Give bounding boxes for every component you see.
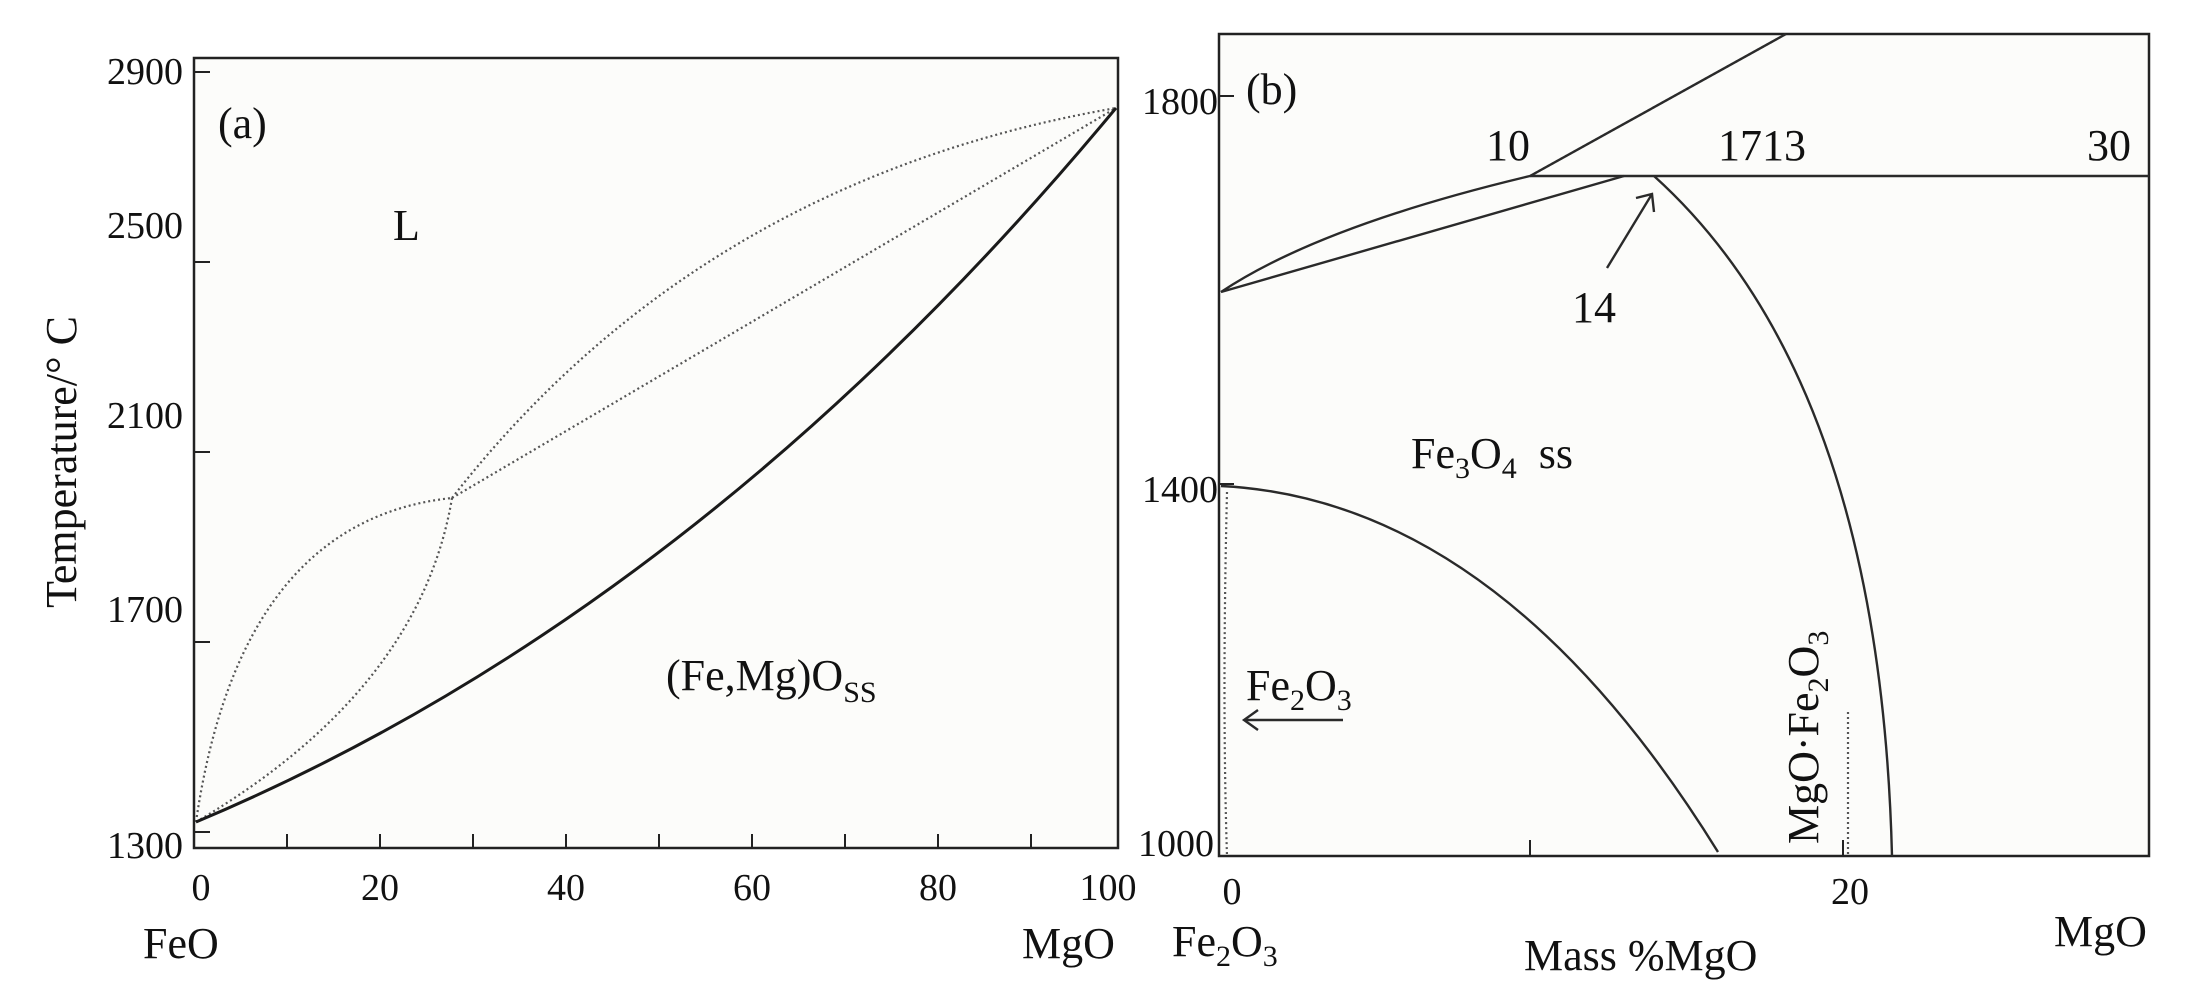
panel-a-solidus-curve bbox=[195, 107, 1118, 824]
panel-a-frame bbox=[192, 56, 1120, 850]
panel-b-y-tick-1800: 1800 bbox=[1142, 81, 1218, 123]
panel-b-solidus-line bbox=[1220, 174, 1625, 294]
panel-b-arrow-14 bbox=[1605, 193, 1654, 269]
panel-a-x-tick-20: 20 bbox=[361, 867, 399, 909]
panel-a-x-tick-80: 80 bbox=[919, 867, 957, 909]
panel-b-x-tick-marks bbox=[1529, 840, 1844, 856]
panel-b-hematite-boundary-curve bbox=[1220, 484, 1720, 853]
panel-b-arrow-14-head bbox=[1635, 192, 1656, 213]
panel-a-y-tick-1700: 1700 bbox=[107, 589, 183, 631]
panel-b-y-tick-1400: 1400 bbox=[1142, 469, 1218, 511]
panel-a-region-solid-subscript: SS bbox=[843, 676, 876, 709]
panel-b-annotation-14: 14 bbox=[1572, 283, 1616, 332]
panel-b-label: (b) bbox=[1246, 65, 1297, 114]
panel-a-y-axis-title: Temperature/° C bbox=[37, 316, 86, 608]
panel-a-y-tick-2900: 2900 bbox=[107, 51, 183, 93]
panel-a-x-end-mgo: MgO bbox=[1022, 919, 1115, 968]
panel-b-x-tick-20: 20 bbox=[1831, 871, 1869, 913]
panel-b-x-tick-0: 0 bbox=[1223, 871, 1242, 913]
panel-b-annotation-10: 10 bbox=[1486, 121, 1530, 170]
panel-a-x-tick-100: 100 bbox=[1080, 867, 1137, 909]
panel-b-frame bbox=[1217, 32, 2151, 858]
panel-b-x-end-mgo: MgO bbox=[2054, 907, 2147, 956]
panel-a-x-tick-40: 40 bbox=[547, 867, 585, 909]
panel-a-region-liquid: L bbox=[393, 201, 420, 250]
panel-b-region-magnesioferrite: MgO·Fe2O3 bbox=[1779, 631, 1835, 844]
panel-b-region-fe2o3: Fe2O3 bbox=[1246, 661, 1352, 717]
panel-b-liquidus-line bbox=[1220, 32, 1787, 293]
panel-a: (a) L (Fe,Mg)OSS 2900 2500 2100 1700 130… bbox=[37, 51, 1137, 968]
panel-b-arrow-fe2o3-head bbox=[1241, 709, 1259, 731]
panel-a-y-tick-2500: 2500 bbox=[107, 205, 183, 247]
panel-a-x-end-feo: FeO bbox=[143, 919, 219, 968]
panel-a-straight-dotted-line bbox=[451, 107, 1117, 499]
panel-b-annotation-30: 30 bbox=[2087, 121, 2131, 170]
panel-a-x-tick-0: 0 bbox=[192, 867, 211, 909]
panel-a-x-tick-60: 60 bbox=[733, 867, 771, 909]
panel-b-spinel-solvus-curve bbox=[1653, 175, 1894, 857]
panel-b-annotation-1713: 1713 bbox=[1718, 121, 1806, 170]
panel-a-label: (a) bbox=[218, 99, 267, 148]
panel-a-y-tick-marks bbox=[194, 71, 210, 833]
panel-a-y-tick-2100: 2100 bbox=[107, 395, 183, 437]
panel-a-left-lens-curve bbox=[195, 497, 454, 823]
panel-b-x-axis-title: Mass %MgO bbox=[1524, 931, 1757, 980]
panel-b-y-tick-1000: 1000 bbox=[1138, 823, 1214, 865]
panel-b-y-tick-marks bbox=[1219, 95, 1234, 485]
panel-a-x-tick-marks bbox=[286, 834, 1032, 848]
panel-a-y-tick-1300: 1300 bbox=[107, 825, 183, 867]
panel-a-region-solid-solution: (Fe,Mg)OSS bbox=[666, 651, 877, 709]
panel-b-region-fe3o4-ss: Fe3O4 ss bbox=[1411, 429, 1573, 485]
panel-b-x-end-fe2o3: Fe2O3 bbox=[1172, 917, 1278, 973]
panel-b: (b) 10 1713 30 14 Fe3O4 ss Fe2O3 MgO·Fe2O… bbox=[1138, 32, 2151, 980]
panel-a-left-bulge-curve bbox=[194, 496, 453, 823]
panel-b-hematite-solvus-dotted bbox=[1223, 491, 1229, 857]
